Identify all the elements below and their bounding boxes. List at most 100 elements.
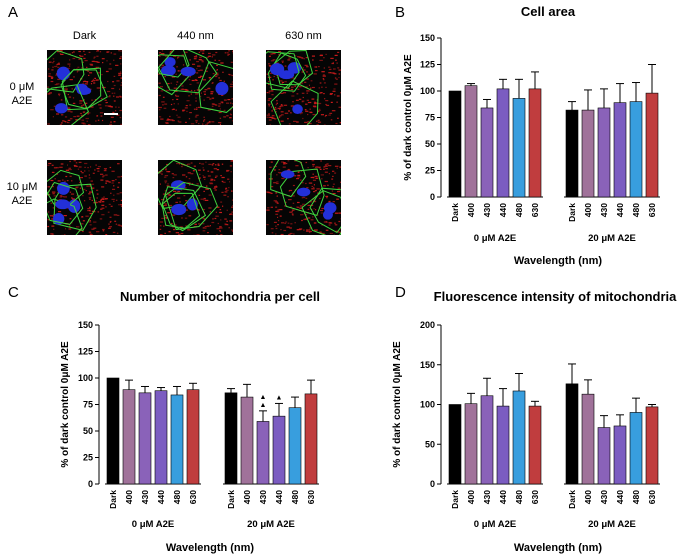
x-tick-label: 430 xyxy=(599,203,609,217)
row-label-0um-line2: A2E xyxy=(11,95,33,107)
y-tick-label: 0 xyxy=(430,192,435,202)
x-tick-label: 430 xyxy=(482,203,492,217)
bar-dark xyxy=(224,392,238,485)
bar-630 xyxy=(186,389,200,485)
group-label: 20 μM A2E xyxy=(588,233,636,244)
bar-dark xyxy=(106,377,120,485)
bar-400 xyxy=(464,85,478,198)
y-tick-label: 125 xyxy=(78,347,93,357)
bar-630 xyxy=(645,406,659,485)
bar-430 xyxy=(480,395,494,485)
row-label-10um: 10 μM A2E xyxy=(2,180,42,208)
group-label: 0 μM A2E xyxy=(132,519,174,530)
x-tick-label: 630 xyxy=(647,490,657,504)
y-tick-label: 200 xyxy=(420,320,435,330)
bar-400 xyxy=(240,396,254,485)
bar-400 xyxy=(464,403,478,485)
x-tick-label: 440 xyxy=(615,490,625,504)
group-label: 0 μM A2E xyxy=(474,233,516,244)
y-tick-label: 0 xyxy=(430,479,435,489)
bar-dark xyxy=(448,90,462,198)
y-tick-label: 75 xyxy=(83,400,93,410)
x-tick-label: 480 xyxy=(514,203,524,217)
bar-430 xyxy=(256,421,270,485)
bar-630 xyxy=(304,393,318,485)
bar-440 xyxy=(613,102,627,198)
y-tick-label: 150 xyxy=(420,33,435,43)
bar-440 xyxy=(613,425,627,485)
x-tick-label: 440 xyxy=(498,203,508,217)
column-label-440nm: 440 nm xyxy=(177,30,214,42)
x-tick-label: 400 xyxy=(466,203,476,217)
bar-400 xyxy=(122,389,136,485)
column-label-dark: Dark xyxy=(72,30,97,42)
x-tick-label: 630 xyxy=(306,490,316,504)
x-tick-label: 480 xyxy=(631,490,641,504)
significance-marker: ▲ xyxy=(260,402,267,409)
bar-dark xyxy=(565,109,579,198)
x-tick-label: 630 xyxy=(647,203,657,217)
bar-430 xyxy=(480,107,494,198)
y-tick-label: 0 xyxy=(88,479,93,489)
chart-title: Cell area xyxy=(521,4,576,19)
x-axis-label: Wavelength (nm) xyxy=(514,542,603,554)
y-tick-label: 150 xyxy=(78,320,93,330)
micrograph-10um-440nm xyxy=(158,160,233,235)
x-tick-label: 630 xyxy=(530,203,540,217)
panel-label-d: D xyxy=(395,284,406,301)
bar-430 xyxy=(597,107,611,198)
bar-480 xyxy=(629,412,643,485)
group-label: 20 μM A2E xyxy=(588,519,636,530)
x-tick-label: Dark xyxy=(108,490,118,509)
bar-630 xyxy=(528,88,542,198)
bar-400 xyxy=(581,393,595,485)
x-tick-label: 430 xyxy=(599,490,609,504)
micrograph-0um-dark xyxy=(47,50,122,125)
x-tick-label: 630 xyxy=(188,490,198,504)
row-label-10um-line1: 10 μM xyxy=(6,181,38,193)
x-tick-label: 440 xyxy=(498,490,508,504)
chart-c: Number of mitochondria per cell 0 25 50 75 10… xyxy=(60,289,320,554)
x-tick-label: 430 xyxy=(140,490,150,504)
scale-bar xyxy=(104,113,118,115)
bar-430 xyxy=(597,427,611,485)
x-tick-label: Dark xyxy=(226,490,236,509)
y-tick-label: 25 xyxy=(425,166,435,176)
bar-440 xyxy=(154,390,168,485)
bar-480 xyxy=(629,101,643,198)
chart-title: Fluorescence intensity of mitochondria xyxy=(434,289,677,304)
bar-440 xyxy=(272,415,286,485)
bar-630 xyxy=(645,92,659,198)
x-tick-label: 440 xyxy=(156,490,166,504)
y-axis-label: % of dark control 0μM A2E xyxy=(392,341,403,468)
x-tick-label: 400 xyxy=(124,490,134,504)
x-tick-label: 400 xyxy=(242,490,252,504)
chart-title: Number of mitochondria per cell xyxy=(120,289,320,304)
bar-480 xyxy=(512,98,526,198)
x-tick-label: 480 xyxy=(290,490,300,504)
y-tick-label: 100 xyxy=(420,86,435,96)
micrograph-10um-dark xyxy=(47,160,122,235)
bar-dark xyxy=(448,404,462,485)
column-label-630nm: 630 nm xyxy=(285,30,322,42)
micrograph-10um-630nm xyxy=(266,160,341,235)
y-tick-label: 50 xyxy=(425,439,435,449)
bar-480 xyxy=(512,390,526,485)
row-label-10um-line2: A2E xyxy=(11,195,33,207)
row-label-0um: 0 μM A2E xyxy=(2,80,42,108)
panel-label-b: B xyxy=(395,4,406,21)
bar-dark xyxy=(565,383,579,485)
x-tick-label: 430 xyxy=(482,490,492,504)
x-tick-label: 440 xyxy=(615,203,625,217)
x-tick-label: Dark xyxy=(450,203,460,222)
x-tick-label: 430 xyxy=(258,490,268,504)
bar-480 xyxy=(170,394,184,485)
y-tick-label: 75 xyxy=(425,113,435,123)
y-tick-label: 100 xyxy=(420,400,435,410)
x-tick-label: Dark xyxy=(567,490,577,509)
bar-430 xyxy=(138,392,152,485)
x-tick-label: 630 xyxy=(530,490,540,504)
bar-480 xyxy=(288,407,302,485)
group-label: 0 μM A2E xyxy=(474,519,516,530)
